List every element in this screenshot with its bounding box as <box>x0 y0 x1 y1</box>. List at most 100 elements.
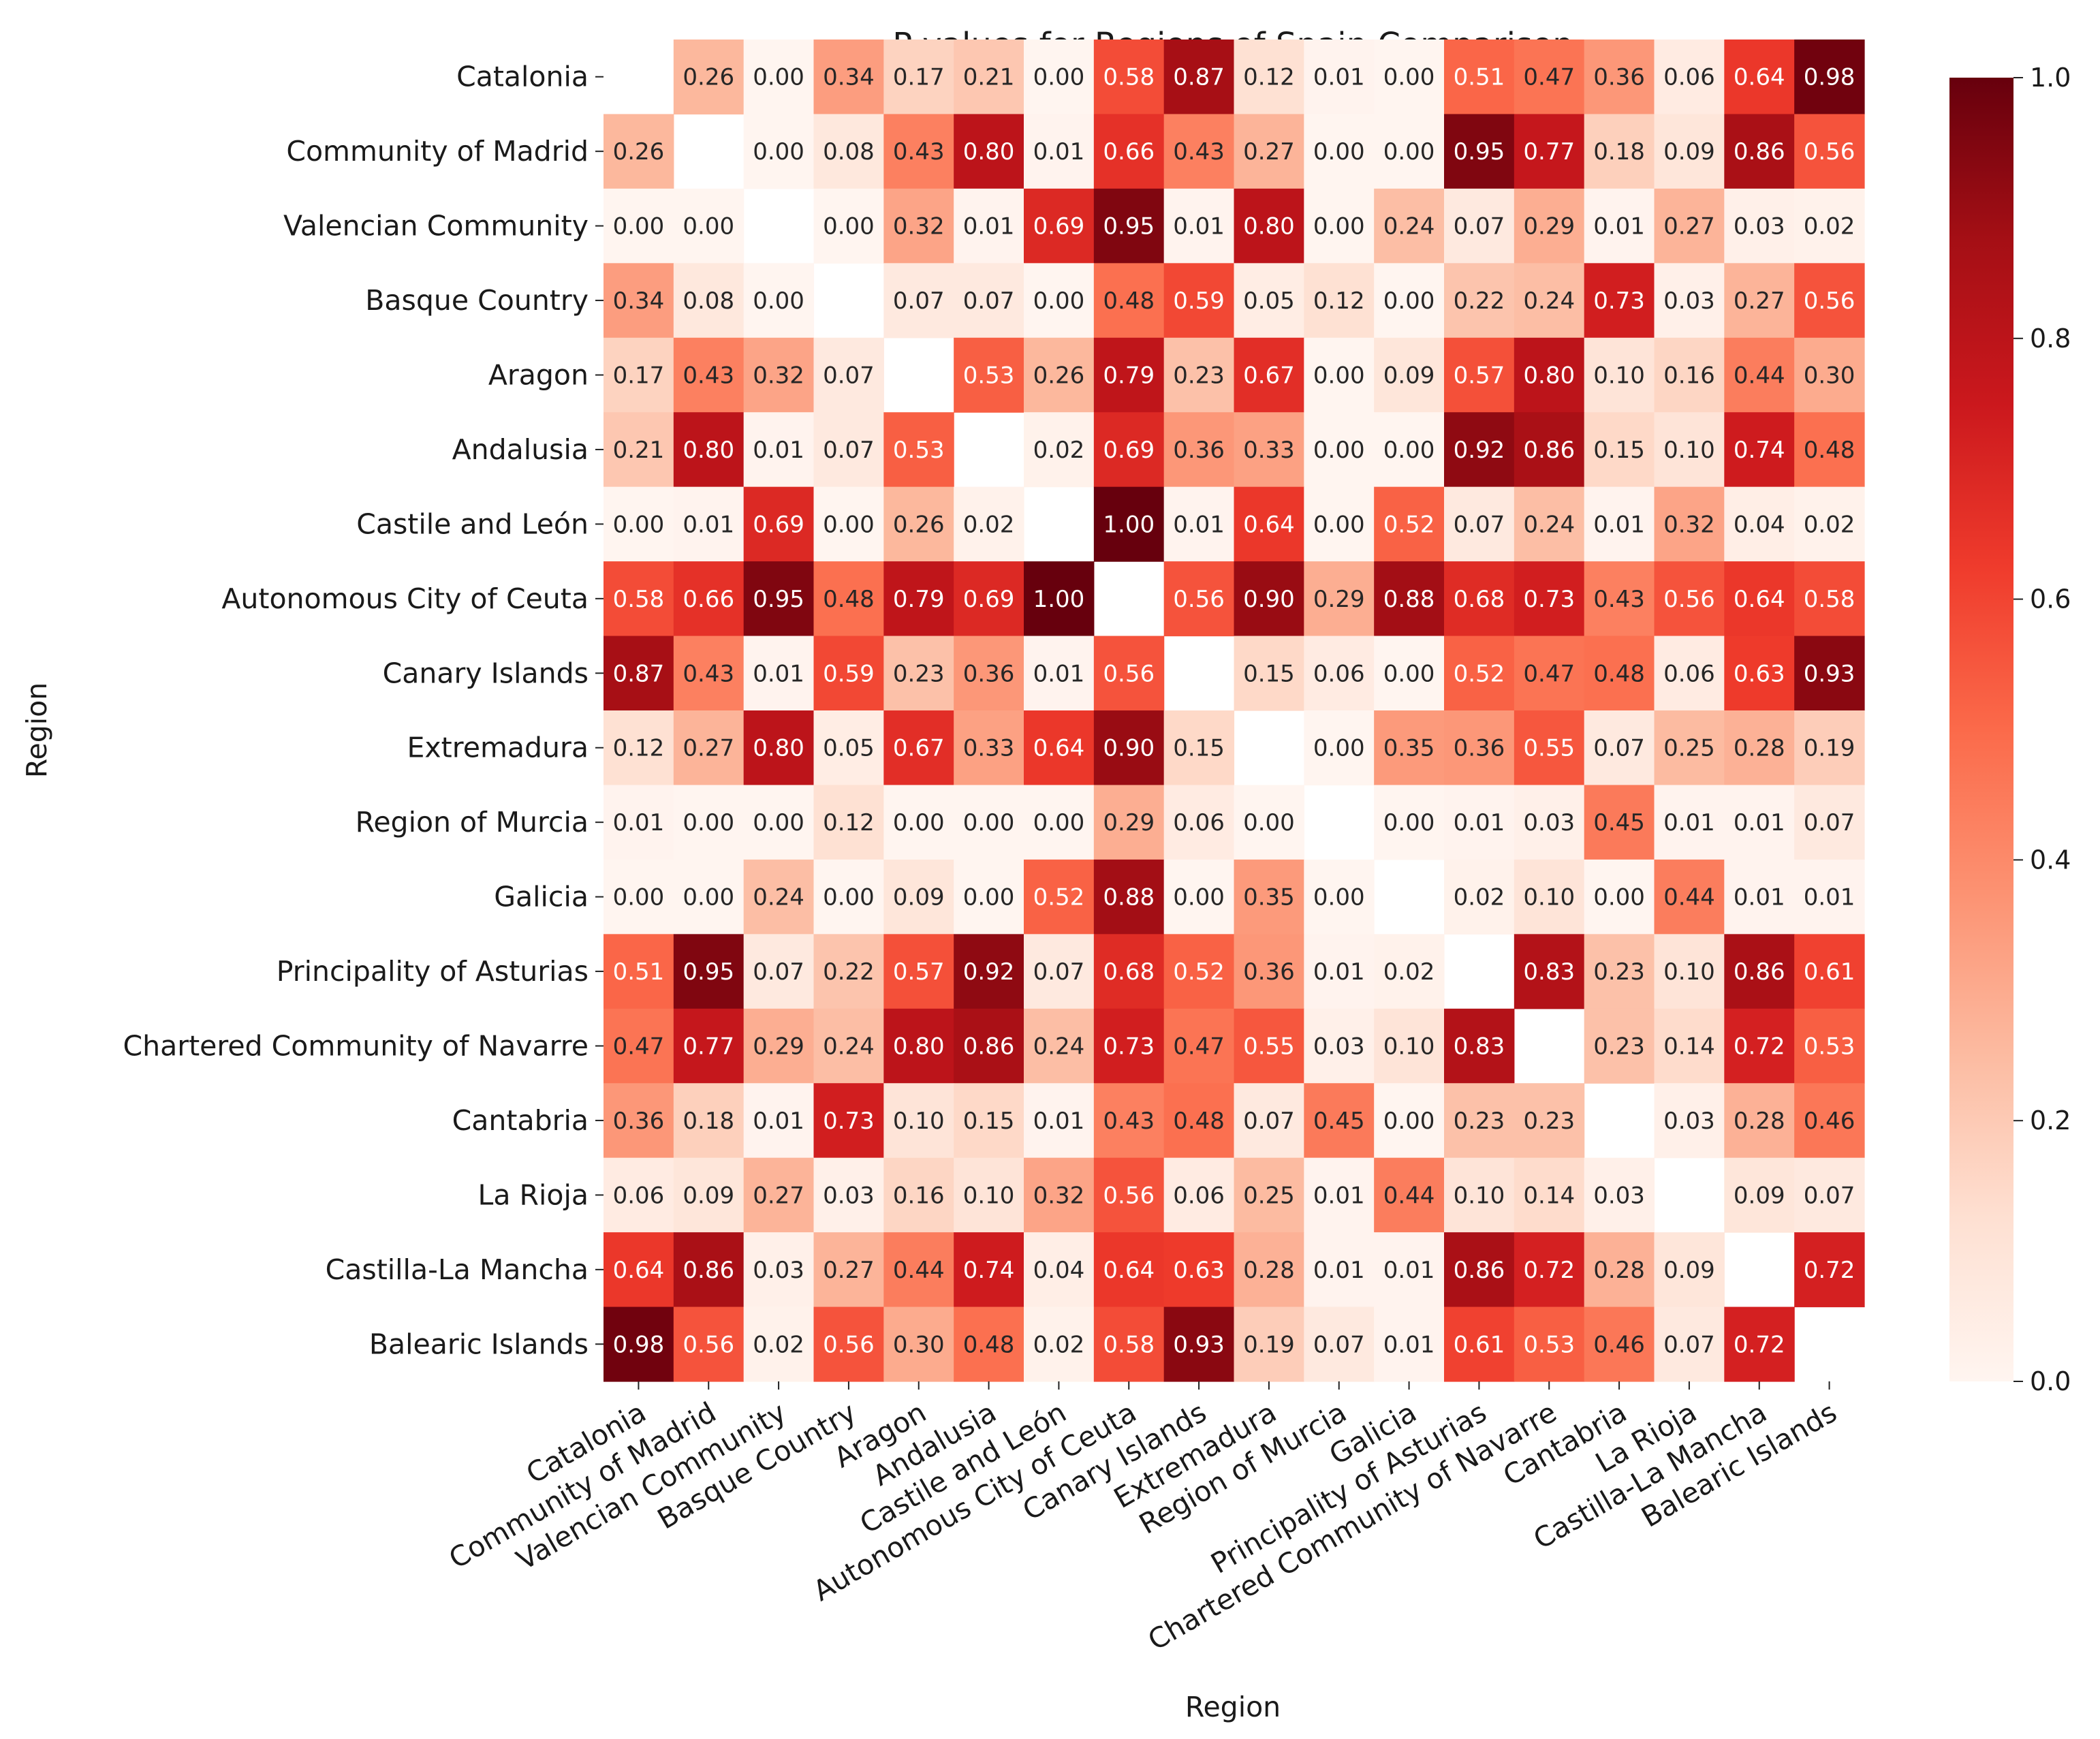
heatmap-cell <box>1584 1157 1655 1233</box>
heatmap-cell <box>1444 1083 1515 1159</box>
cell-value-label: 0.63 <box>1734 660 1785 687</box>
cell-value-label: 0.24 <box>1033 1033 1085 1061</box>
heatmap-cell <box>883 263 954 339</box>
colorbar-tick-label: 0.8 <box>2030 324 2071 354</box>
cell-value-label: 0.86 <box>963 1033 1015 1061</box>
cell-value-label: 0.56 <box>1103 1182 1155 1209</box>
heatmap-cell <box>673 710 745 786</box>
cell-value-label: 0.28 <box>1243 1257 1295 1284</box>
cell-value-label: 0.29 <box>1523 213 1575 240</box>
cell-value-label: 0.43 <box>683 660 734 687</box>
cell-value-label: 0.01 <box>1734 809 1785 836</box>
cell-value-label: 0.19 <box>1804 735 1855 762</box>
heatmap-cell <box>1724 486 1795 562</box>
cell-value-label: 0.47 <box>1173 1033 1225 1061</box>
heatmap-cell <box>813 188 884 264</box>
heatmap-cell <box>1724 636 1795 711</box>
cell-value-label: 0.23 <box>1523 1108 1575 1135</box>
cell-value-label: 0.01 <box>613 809 665 836</box>
cell-value-label: 0.90 <box>1103 735 1155 762</box>
cell-value-label: 0.00 <box>1033 287 1085 315</box>
heatmap-cell <box>1654 1008 1725 1084</box>
cell-value-label: 0.10 <box>1663 437 1715 464</box>
heatmap-cell <box>1304 1083 1375 1159</box>
heatmap-cell <box>883 486 954 562</box>
heatmap-cell <box>1163 114 1235 189</box>
cell-value-label: 0.24 <box>1523 287 1575 315</box>
heatmap-cell <box>1724 412 1795 488</box>
cell-value-label: 0.23 <box>1593 958 1645 986</box>
heatmap-cell <box>1234 1008 1304 1084</box>
heatmap-cell <box>1584 1306 1655 1382</box>
cell-value-label: 0.67 <box>1243 362 1295 390</box>
heatmap-cell <box>1234 934 1304 1009</box>
heatmap-cell <box>1234 114 1304 189</box>
cell-value-label: 0.72 <box>1734 1331 1785 1358</box>
cell-value-label: 0.43 <box>683 362 734 390</box>
colorbar <box>1949 78 2013 1381</box>
cell-value-label: 0.19 <box>1243 1331 1295 1358</box>
cell-value-label: 0.79 <box>1103 362 1155 390</box>
heatmap-cell <box>954 636 1024 711</box>
heatmap-cell <box>1654 188 1725 264</box>
cell-value-label: 0.95 <box>1103 213 1155 240</box>
heatmap-cell <box>1654 1083 1725 1159</box>
heatmap-cell <box>673 1083 745 1159</box>
cell-value-label: 0.27 <box>753 1182 804 1209</box>
heatmap-cell <box>1724 859 1795 935</box>
cell-value-label: 0.00 <box>613 213 665 240</box>
heatmap-cell <box>1374 1232 1445 1308</box>
heatmap-cell <box>1514 561 1585 637</box>
heatmap-cell <box>883 412 954 488</box>
cell-value-label: 0.09 <box>1734 1182 1785 1209</box>
heatmap-cell <box>1304 412 1375 488</box>
cell-value-label: 0.32 <box>893 213 945 240</box>
cell-value-label: 0.25 <box>1663 735 1715 762</box>
cell-value-label: 0.93 <box>1173 1331 1225 1358</box>
cell-value-label: 0.07 <box>963 287 1015 315</box>
y-tick-label: Basque Country <box>365 284 589 317</box>
heatmap-cell <box>1304 636 1375 711</box>
cell-value-label: 0.74 <box>963 1257 1015 1284</box>
heatmap-cell <box>954 188 1024 264</box>
cell-value-label: 0.43 <box>1593 586 1645 613</box>
cell-value-label: 0.03 <box>1313 1033 1365 1061</box>
cell-value-label: 0.00 <box>1033 64 1085 91</box>
cell-value-label: 0.07 <box>1454 213 1505 240</box>
cell-value-label: 0.00 <box>683 809 734 836</box>
cell-value-label: 0.74 <box>1734 437 1785 464</box>
heatmap-cell <box>743 337 815 413</box>
heatmap-cell <box>954 1008 1024 1084</box>
cell-value-label: 0.66 <box>1103 138 1155 166</box>
heatmap-cell <box>954 1306 1024 1382</box>
cell-value-label: 0.10 <box>1523 884 1575 911</box>
heatmap-cell <box>1093 1232 1165 1308</box>
heatmap-cell <box>883 114 954 189</box>
heatmap-cell <box>673 561 745 637</box>
heatmap-cell <box>1163 1306 1235 1382</box>
cell-value-label: 0.15 <box>963 1108 1015 1135</box>
heatmap-cell <box>604 934 674 1009</box>
cell-value-label: 0.03 <box>753 1257 804 1284</box>
cell-value-label: 0.22 <box>823 958 875 986</box>
cell-value-label: 0.44 <box>1734 362 1785 390</box>
heatmap-cell <box>954 40 1024 115</box>
heatmap-cell <box>1093 188 1165 264</box>
cell-value-label: 0.07 <box>1804 809 1855 836</box>
cell-value-label: 0.08 <box>823 138 875 166</box>
cell-value-label: 0.32 <box>1663 511 1715 538</box>
heatmap-cell <box>1093 934 1165 1009</box>
cell-value-label: 0.07 <box>753 958 804 986</box>
heatmap-cells <box>604 40 1865 1382</box>
cell-value-label: 0.01 <box>1313 1182 1365 1209</box>
cell-value-label: 0.36 <box>613 1108 665 1135</box>
cell-value-label: 0.93 <box>1804 660 1855 687</box>
cell-value-label: 0.56 <box>1103 660 1155 687</box>
heatmap-cell <box>743 561 815 637</box>
cell-value-label: 0.47 <box>613 1033 665 1061</box>
heatmap-cell <box>1584 263 1655 339</box>
heatmap-cell <box>743 1083 815 1159</box>
heatmap-cell <box>1163 561 1235 637</box>
heatmap-cell <box>1163 785 1235 860</box>
cell-value-label: 0.73 <box>1593 287 1645 315</box>
